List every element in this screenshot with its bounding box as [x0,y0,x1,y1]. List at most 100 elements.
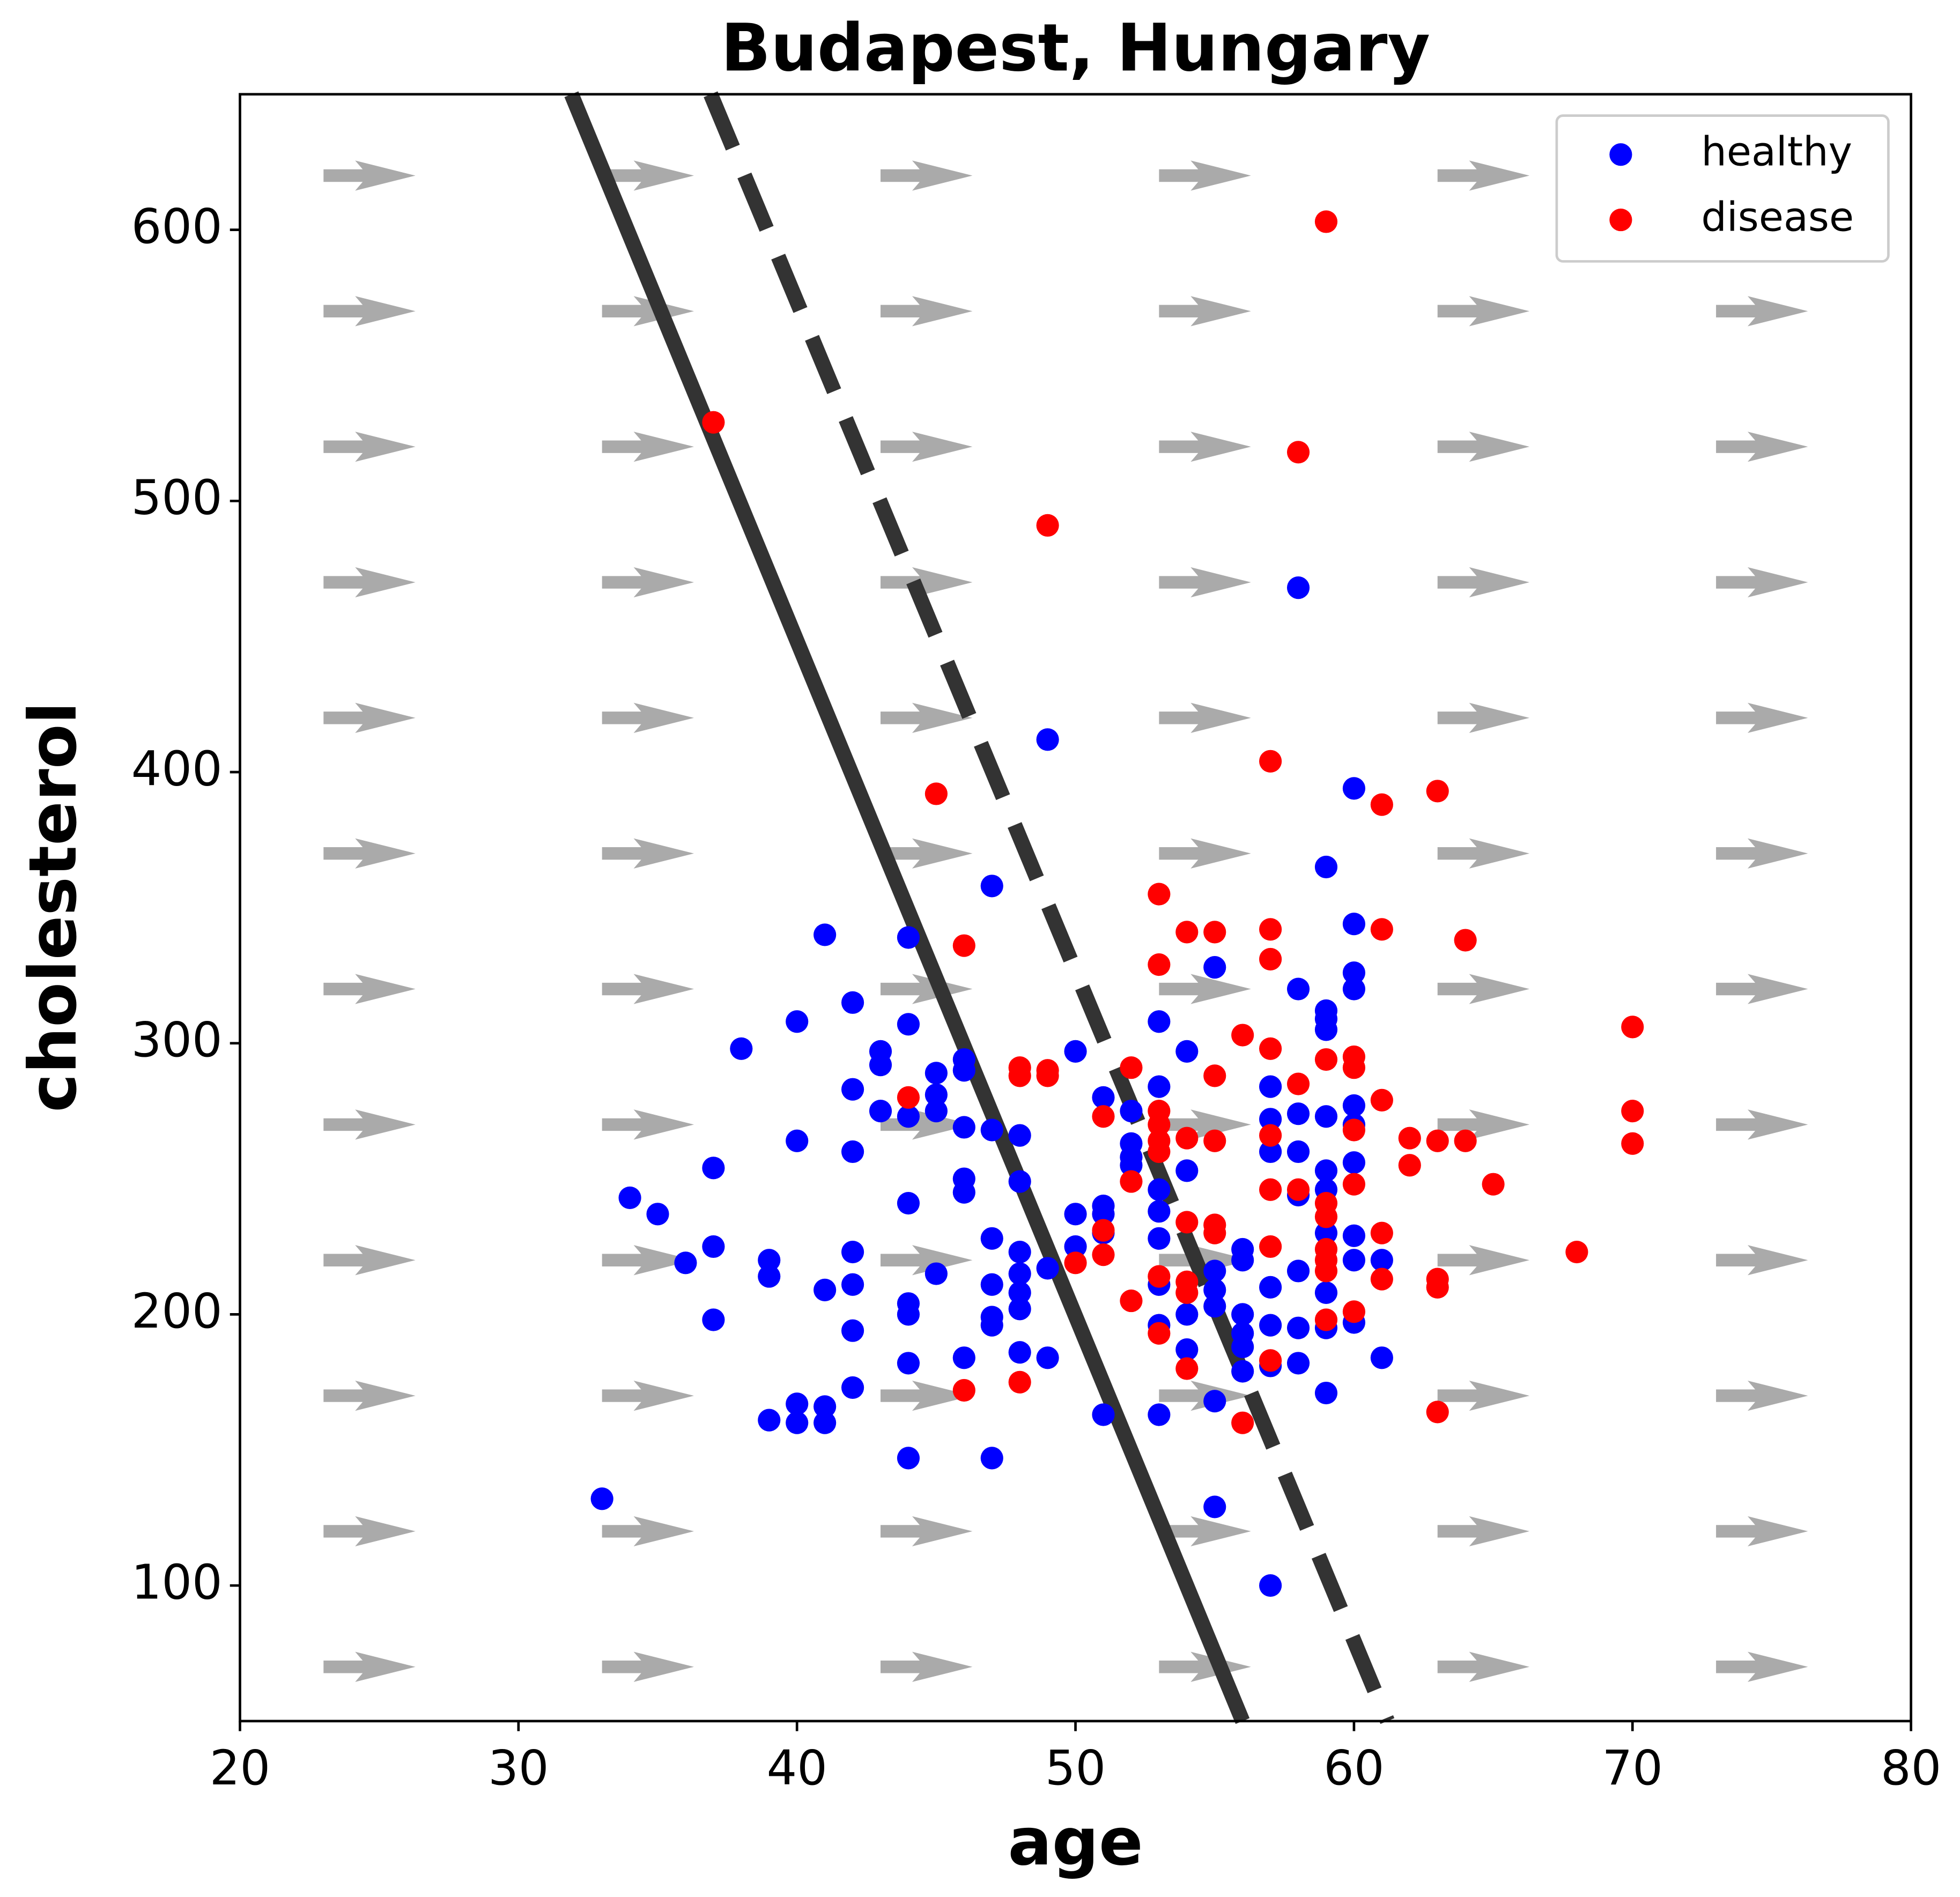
arrow [1437,974,1530,1004]
point [1342,1056,1366,1079]
arrow [1716,1380,1808,1411]
point [1259,1124,1282,1147]
point [1314,1259,1338,1283]
point [897,1013,920,1036]
legend-marker [1609,143,1632,166]
arrow [1159,160,1251,191]
point [1008,1262,1031,1285]
point [1231,1411,1254,1434]
point [813,1395,837,1418]
legend-label: disease [1701,194,1854,241]
point [952,1116,975,1139]
arrow [1437,1245,1530,1276]
point [841,1319,864,1342]
point [1092,1105,1115,1128]
point [1259,1108,1282,1131]
point [1064,1040,1087,1063]
point [980,1447,1003,1470]
point [1231,1024,1254,1047]
arrow [1437,160,1530,191]
point [1203,1129,1226,1152]
legend: healthy disease [1555,114,1890,263]
point [1120,1100,1143,1123]
point [980,1314,1003,1337]
arrow [1437,567,1530,598]
point [1342,1224,1366,1247]
point [1314,1221,1338,1244]
y-tick-label: 600 [131,198,223,254]
point [1148,1010,1171,1033]
point [1231,1335,1254,1359]
arrow [1716,567,1808,598]
y-axis-label: cholesterol [15,702,91,1113]
point [1370,1221,1393,1244]
point [1342,1249,1366,1272]
point [1203,1064,1226,1087]
arrow [602,974,694,1004]
point [1370,1249,1393,1272]
point [1314,1381,1338,1405]
point [730,1037,753,1060]
point [1454,1129,1477,1152]
point [1342,777,1366,800]
point [1148,1113,1171,1136]
point [841,991,864,1014]
point [1092,1243,1115,1266]
point [1203,956,1226,979]
arrow [1159,432,1251,462]
point [702,1235,725,1258]
arrow [881,1516,973,1547]
point [1286,1140,1310,1164]
point [1342,977,1366,1001]
point [1565,1240,1588,1264]
point [618,1186,641,1210]
arrow [881,1380,973,1411]
point [1175,1338,1199,1361]
y-tick-label: 400 [131,740,223,796]
arrow [602,296,694,327]
arrow [881,296,973,327]
point [1231,1303,1254,1326]
point [1175,1040,1199,1063]
x-tick-label: 80 [1881,1740,1941,1796]
x-tick-label: 50 [1045,1740,1106,1796]
arrow [1437,432,1530,462]
point [1370,1268,1393,1291]
point [1008,1064,1031,1087]
arrow [602,1516,694,1547]
point [1175,1357,1199,1380]
x-tick-label: 70 [1602,1740,1663,1796]
point [1370,1346,1393,1369]
point [786,1411,809,1434]
point [1621,1100,1644,1123]
point [897,926,920,949]
point [1092,1086,1115,1109]
point [1286,1178,1310,1201]
point [1454,929,1477,952]
point [786,1392,809,1416]
point [1148,1227,1171,1250]
point [1148,1075,1171,1098]
arrow [881,974,973,1004]
arrow [881,160,973,191]
point [1286,1072,1310,1095]
arrow [881,1109,973,1140]
point [897,1352,920,1375]
point [1370,1088,1393,1111]
point [1482,1173,1505,1196]
point [924,1062,948,1085]
point [1370,793,1393,816]
point [1008,1281,1031,1305]
arrow [602,1109,694,1140]
point [674,1251,697,1274]
point [813,1278,837,1301]
arrow [323,567,416,598]
point [1286,1316,1310,1339]
arrow [602,567,694,598]
arrow [1716,702,1808,733]
x-axis-label: age [1008,1804,1143,1880]
point [1621,1132,1644,1155]
point [1036,1346,1059,1369]
arrow [323,1245,416,1276]
